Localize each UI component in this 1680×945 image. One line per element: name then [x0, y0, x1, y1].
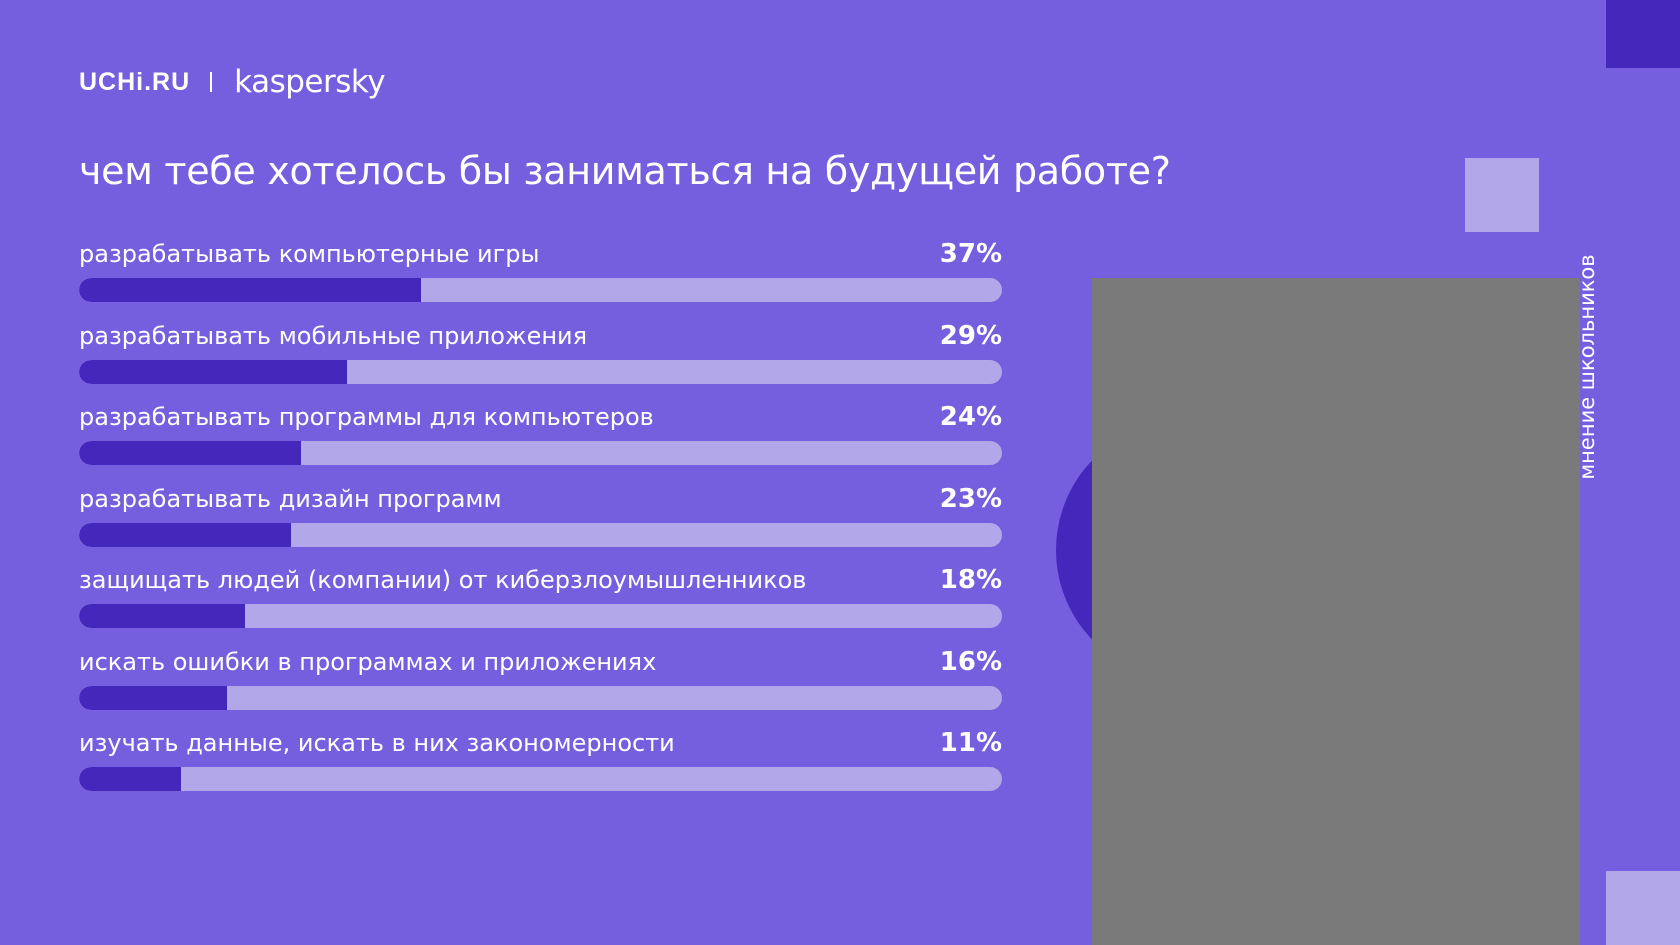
decor-square-top: [1606, 0, 1680, 68]
bar: [79, 278, 421, 302]
bar-row: разрабатывать дизайн программ 23%: [79, 477, 1002, 559]
bar: [79, 522, 291, 547]
bar-value-label: 29%: [939, 320, 1002, 351]
bar: [79, 441, 301, 465]
bar-label: изучать данные, искать в них закономерно…: [79, 729, 675, 757]
bar-value-label: 24%: [939, 402, 1002, 432]
bar: [79, 604, 245, 628]
photo-placeholder: [1092, 278, 1580, 945]
logo-divider: [210, 72, 213, 92]
bar-label: разрабатывать мобильные приложения: [79, 321, 588, 350]
bar-label: разрабатывать программы для компьютеров: [79, 403, 654, 431]
chart-title: чем тебе хотелось бы заниматься на будущ…: [79, 149, 1171, 193]
bar-value-label: 11%: [939, 728, 1002, 758]
bar-track: [79, 441, 1002, 465]
bar-track: [79, 278, 1002, 302]
bar-row: искать ошибки в программах и приложениях…: [79, 640, 1002, 722]
bar-value-label: 18%: [939, 565, 1002, 595]
bar-row: разрабатывать программы для компьютеров 2…: [79, 395, 1002, 477]
uchi-logo: UCHi.RU: [79, 67, 191, 96]
bar: [79, 685, 227, 710]
bar: [79, 767, 181, 791]
bar-label: искать ошибки в программах и приложениях: [79, 647, 657, 676]
bar-label: защищать людей (компании) от киберзлоумы…: [79, 566, 807, 594]
bar-track: [79, 685, 1002, 710]
bar: [79, 359, 347, 384]
bar-value-label: 16%: [939, 646, 1002, 677]
bar-track: [79, 604, 1002, 628]
bar-row: защищать людей (компании) от киберзлоумы…: [79, 558, 1002, 640]
logo-bar: UCHi.RU kaspersky: [79, 62, 386, 102]
bar-track: [79, 359, 1002, 384]
bar-row: разрабатывать мобильные приложения 29%: [79, 314, 1002, 396]
bar-track: [79, 522, 1002, 547]
bar-label: разрабатывать компьютерные игры: [79, 240, 540, 268]
bar-value-label: 37%: [939, 239, 1002, 269]
bar-track: [79, 767, 1002, 791]
bar-row: разрабатывать компьютерные игры 37%: [79, 232, 1002, 314]
decor-square-bottom: [1606, 871, 1680, 945]
bar-value-label: 23%: [939, 483, 1002, 514]
bar-label: разрабатывать дизайн программ: [79, 484, 502, 513]
kaspersky-logo: kaspersky: [234, 64, 386, 100]
bar-row: изучать данные, искать в них закономерно…: [79, 721, 1002, 803]
decor-square-middle: [1465, 158, 1539, 232]
